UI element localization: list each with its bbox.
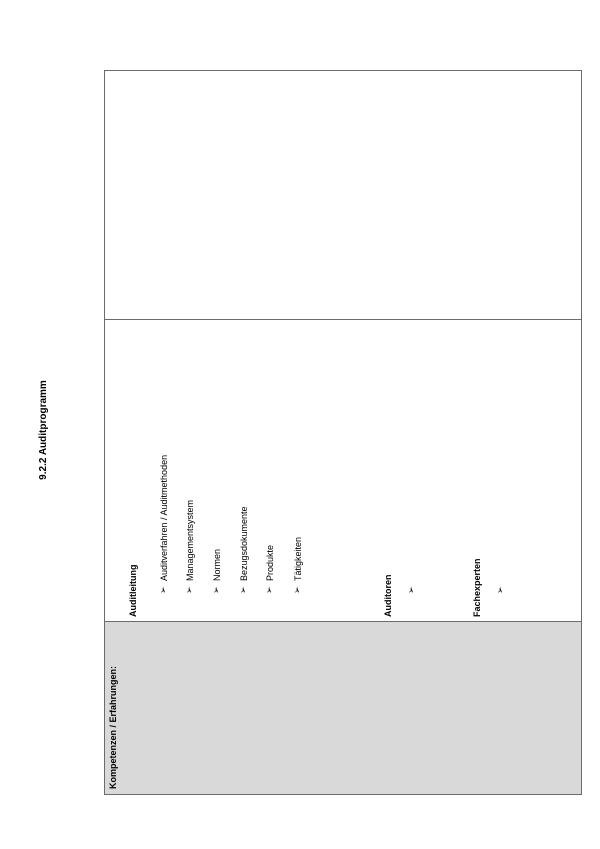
- arrow-bullet-icon: ➢: [185, 586, 195, 594]
- arrow-bullet-icon: ➢: [293, 586, 303, 594]
- arrow-bullet-icon: ➢: [407, 586, 417, 594]
- list-item: Normen: [212, 548, 222, 581]
- competence-table: Kompetenzen / Erfahrungen: Auditleitung …: [104, 70, 582, 795]
- heading-auditoren: Auditoren: [383, 574, 393, 618]
- content-cell: Auditleitung ➢ Auditverfahren / Auditmet…: [105, 319, 581, 621]
- list-item: Bezugsdokumente: [239, 506, 249, 581]
- heading-auditleitung: Auditleitung: [128, 564, 138, 618]
- arrow-bullet-icon: ➢: [496, 586, 506, 594]
- arrow-bullet-icon: ➢: [239, 586, 249, 594]
- list-item: Managementsystem: [185, 499, 195, 581]
- arrow-bullet-icon: ➢: [265, 586, 275, 594]
- label-cell: Kompetenzen / Erfahrungen:: [105, 621, 581, 794]
- arrow-bullet-icon: ➢: [159, 586, 169, 594]
- list-item: Auditverfahren / Auditmethoden: [159, 454, 169, 581]
- list-item: Tätigkeiten: [293, 536, 303, 581]
- section-title: 9.2.2 Auditprogramm: [38, 380, 49, 480]
- heading-fachexperten: Fachexperten: [472, 558, 482, 617]
- arrow-bullet-icon: ➢: [212, 586, 222, 594]
- label-text: Kompetenzen / Erfahrungen:: [108, 665, 118, 789]
- empty-cell: [105, 71, 581, 319]
- list-item: Produkte: [265, 544, 275, 581]
